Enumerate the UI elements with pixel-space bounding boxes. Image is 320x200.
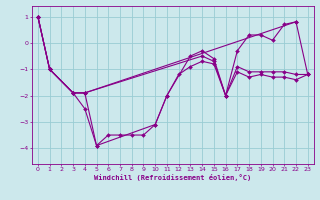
X-axis label: Windchill (Refroidissement éolien,°C): Windchill (Refroidissement éolien,°C) xyxy=(94,174,252,181)
